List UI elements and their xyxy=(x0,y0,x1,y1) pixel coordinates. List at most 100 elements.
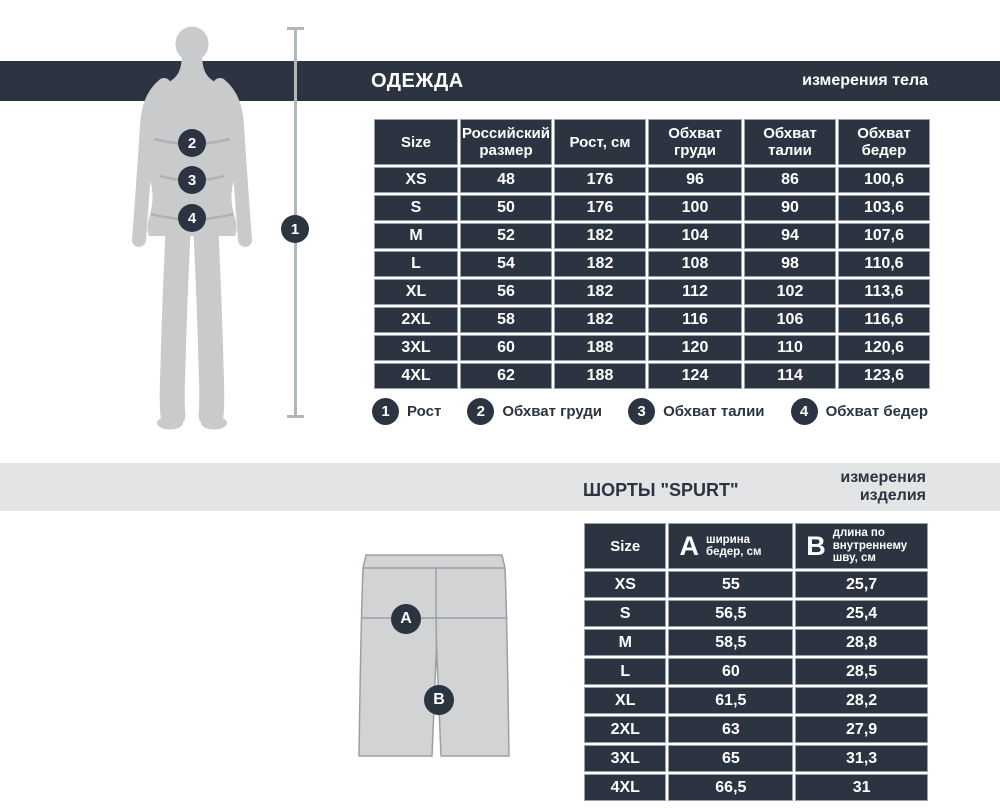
value-cell: 103,6 xyxy=(838,195,930,221)
value-cell: 120,6 xyxy=(838,335,930,361)
size-cell: 3XL xyxy=(374,335,458,361)
product-header-bar: ШОРТЫ "SPURT" измерения изделия xyxy=(0,463,1000,511)
height-line-top-cap xyxy=(287,27,304,30)
table-row: M 58,5 28,8 xyxy=(584,629,928,656)
table-header-row: Size A ширина бедер, см B длина по xyxy=(584,523,928,569)
column-header: Size xyxy=(374,119,458,165)
body-silhouette-illustration xyxy=(132,26,252,430)
value-cell: 116 xyxy=(648,307,742,333)
col-a-line1: ширина xyxy=(705,533,751,546)
product-subtitle-line2: изделия xyxy=(859,487,926,504)
col-b-line2: внутреннему xyxy=(832,539,908,552)
value-cell: 98 xyxy=(744,251,836,277)
body-measurements-table: Size Российский размер Рост, см Обхват груд… xyxy=(372,117,932,391)
value-cell: 113,6 xyxy=(838,279,930,305)
height-line-bottom-cap xyxy=(287,415,304,418)
value-cell: 100,6 xyxy=(838,167,930,193)
col-b-line1: длина по xyxy=(832,527,885,540)
value-cell: 94 xyxy=(744,223,836,249)
value-cell: 55 xyxy=(668,571,794,598)
column-header: Обхват груди xyxy=(648,119,742,165)
value-cell: 62 xyxy=(460,363,552,389)
product-title: ШОРТЫ "SPURT" xyxy=(583,479,739,500)
size-cell: 4XL xyxy=(584,774,667,801)
value-cell: 100 xyxy=(648,195,742,221)
clothing-subtitle: измерения тела xyxy=(802,72,928,89)
value-cell: 182 xyxy=(554,223,646,249)
size-cell: L xyxy=(374,251,458,277)
value-cell: 56 xyxy=(460,279,552,305)
value-cell: 110,6 xyxy=(838,251,930,277)
value-cell: 25,4 xyxy=(795,600,928,627)
value-cell: 54 xyxy=(460,251,552,277)
table-row: 2XL 63 27,9 xyxy=(584,716,928,743)
size-cell: M xyxy=(374,223,458,249)
value-cell: 28,8 xyxy=(795,629,928,656)
value-cell: 31 xyxy=(795,774,928,801)
size-cell: XL xyxy=(584,687,667,714)
value-cell: 176 xyxy=(554,167,646,193)
table-row: 4XL 66,5 31 xyxy=(584,774,928,801)
size-cell: 2XL xyxy=(584,716,667,743)
value-cell: 27,9 xyxy=(795,716,928,743)
letter-b: B xyxy=(806,530,826,561)
table-row: 3XL 65 31,3 xyxy=(584,745,928,772)
value-cell: 182 xyxy=(554,307,646,333)
value-cell: 116,6 xyxy=(838,307,930,333)
legend-number-4: 4 xyxy=(790,398,818,425)
waist-marker: 3 xyxy=(178,166,206,194)
size-cell: L xyxy=(584,658,667,685)
value-cell: 188 xyxy=(554,363,646,389)
column-header: Рост, см xyxy=(554,119,646,165)
inseam-column-header: B длина по внутреннему шву, см xyxy=(795,523,928,569)
legend-item-waist: 3 Обхват талии xyxy=(628,398,765,425)
value-cell: 106 xyxy=(744,307,836,333)
legend-label-height: Рост xyxy=(407,403,442,420)
value-cell: 120 xyxy=(648,335,742,361)
product-measurements-table: Size A ширина бедер, см B длина по xyxy=(582,521,930,803)
measurements-legend: 1 Рост 2 Обхват груди 3 Обхват талии 4 О… xyxy=(372,398,928,425)
value-cell: 65 xyxy=(668,745,794,772)
table-row: XL 61,5 28,2 xyxy=(584,687,928,714)
value-cell: 52 xyxy=(460,223,552,249)
value-cell: 182 xyxy=(554,251,646,277)
value-cell: 102 xyxy=(744,279,836,305)
size-cell: M xyxy=(584,629,667,656)
table-row: 3XL 60 188 120 110 120,6 xyxy=(374,335,930,361)
value-cell: 123,6 xyxy=(838,363,930,389)
value-cell: 58,5 xyxy=(668,629,794,656)
value-cell: 60 xyxy=(668,658,794,685)
hip-width-marker: A xyxy=(391,604,421,634)
hip-width-column-header: A ширина бедер, см xyxy=(668,523,794,569)
table-row: XS 55 25,7 xyxy=(584,571,928,598)
column-header: Российский размер xyxy=(460,119,552,165)
value-cell: 56,5 xyxy=(668,600,794,627)
table-row: L 54 182 108 98 110,6 xyxy=(374,251,930,277)
size-cell: 4XL xyxy=(374,363,458,389)
value-cell: 176 xyxy=(554,195,646,221)
table-row: XL 56 182 112 102 113,6 xyxy=(374,279,930,305)
value-cell: 58 xyxy=(460,307,552,333)
height-marker: 1 xyxy=(281,215,309,243)
legend-item-chest: 2 Обхват груди xyxy=(467,398,602,425)
inseam-marker: B xyxy=(424,685,454,715)
column-header: Обхват талии xyxy=(744,119,836,165)
product-subtitle: измерения изделия xyxy=(840,463,926,511)
value-cell: 114 xyxy=(744,363,836,389)
table-row: 4XL 62 188 124 114 123,6 xyxy=(374,363,930,389)
value-cell: 108 xyxy=(648,251,742,277)
value-cell: 112 xyxy=(648,279,742,305)
table-row: XS 48 176 96 86 100,6 xyxy=(374,167,930,193)
value-cell: 86 xyxy=(744,167,836,193)
legend-label-chest: Обхват груди xyxy=(502,403,603,420)
size-cell: 2XL xyxy=(374,307,458,333)
legend-label-hips: Обхват бедер xyxy=(825,403,928,420)
size-cell: XL xyxy=(374,279,458,305)
value-cell: 188 xyxy=(554,335,646,361)
value-cell: 28,2 xyxy=(795,687,928,714)
shorts-illustration xyxy=(358,554,510,757)
legend-item-height: 1 Рост xyxy=(372,398,441,425)
size-cell: 3XL xyxy=(584,745,667,772)
col-b-line3: шву, см xyxy=(832,552,876,565)
